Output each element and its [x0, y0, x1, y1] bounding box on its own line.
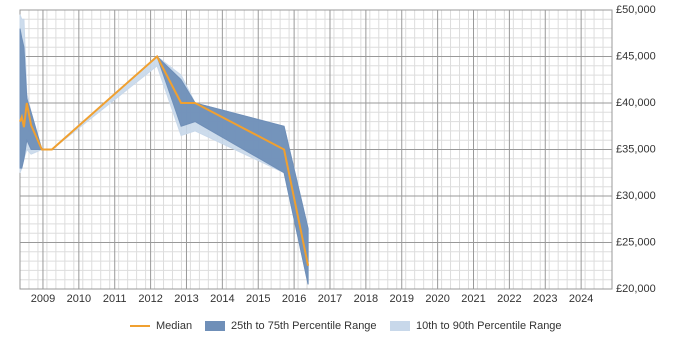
- x-tick-label: 2013: [174, 293, 198, 305]
- legend-label: 10th to 90th Percentile Range: [416, 320, 562, 332]
- x-tick-label: 2015: [246, 293, 270, 305]
- x-tick-label: 2010: [67, 293, 91, 305]
- x-tick-label: 2022: [497, 293, 521, 305]
- x-tick-label: 2011: [103, 293, 127, 305]
- y-tick-label: £30,000: [616, 190, 656, 202]
- x-tick-label: 2009: [31, 293, 55, 305]
- y-tick-label: £45,000: [616, 50, 656, 62]
- x-tick-label: 2020: [425, 293, 449, 305]
- x-tick-label: 2018: [354, 293, 378, 305]
- legend-label: Median: [156, 320, 192, 332]
- y-tick-label: £25,000: [616, 236, 656, 248]
- x-tick-label: 2016: [282, 293, 306, 305]
- x-tick-label: 2021: [461, 293, 485, 305]
- legend-swatch: [205, 321, 225, 331]
- y-tick-label: £20,000: [616, 283, 656, 295]
- x-tick-label: 2012: [138, 293, 162, 305]
- x-tick-label: 2014: [210, 293, 234, 305]
- legend-label: 25th to 75th Percentile Range: [231, 320, 377, 332]
- legend-swatch: [390, 321, 410, 331]
- x-tick-label: 2023: [533, 293, 557, 305]
- x-tick-label: 2017: [318, 293, 342, 305]
- y-tick-label: £40,000: [616, 97, 656, 109]
- x-tick-label: 2024: [569, 293, 593, 305]
- band: [19, 28, 309, 285]
- x-tick-label: 2019: [390, 293, 414, 305]
- y-tick-label: £35,000: [616, 143, 656, 155]
- y-tick-label: £50,000: [616, 4, 656, 16]
- line: [19, 54, 310, 266]
